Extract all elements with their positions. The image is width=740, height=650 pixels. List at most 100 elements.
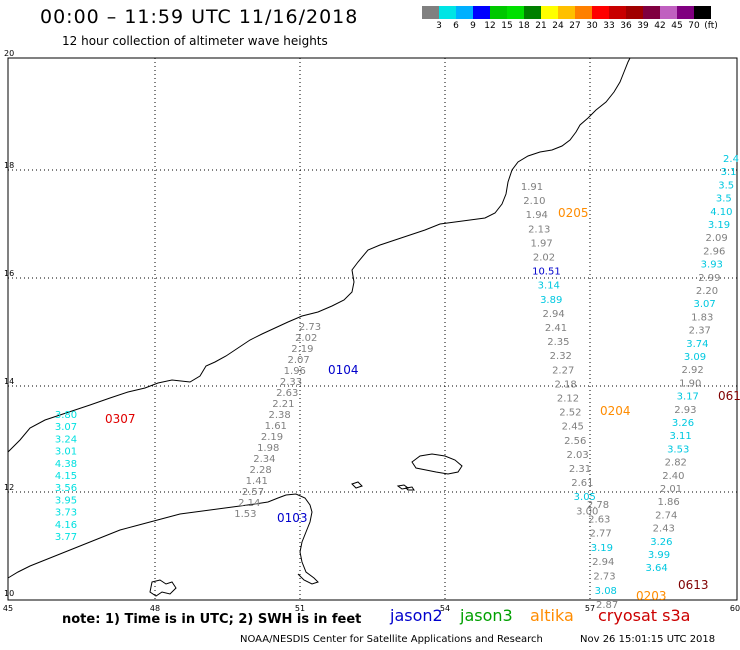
altimeter-tracks: 3.803.073.243.014.384.153.563.953.734.16…: [55, 154, 740, 611]
wave-height-value: 2.63: [276, 388, 298, 399]
pass-time-label: 061: [718, 389, 740, 403]
wave-height-value: 1.98: [257, 443, 279, 454]
wave-height-value: 2.19: [261, 432, 283, 443]
wave-height-value: 2.10: [523, 196, 545, 207]
wave-height-value: 2.87: [596, 600, 618, 611]
legend-label: 12: [484, 21, 496, 31]
legend-swatch: [422, 6, 439, 19]
pass-time-label: 0204: [600, 404, 631, 418]
timestamp-text: Nov 26 15:01:15 UTC 2018: [580, 634, 716, 645]
wave-height-value: 2.02: [533, 253, 555, 264]
wave-height-value: 2.78: [587, 500, 609, 511]
legend-label: 6: [453, 21, 459, 31]
wave-height-value: 10.51: [532, 267, 561, 278]
wave-height-value: 2.56: [564, 436, 586, 447]
map-frame: [7, 57, 738, 601]
legend-swatch: [473, 6, 490, 19]
wave-height-value: 2.77: [589, 529, 611, 540]
wave-height-value: 2.43: [653, 524, 675, 535]
wave-height-value: 1.41: [246, 476, 268, 487]
legend-swatch: [524, 6, 541, 19]
satellite-cryosat-label: cryosat s3a: [598, 606, 691, 625]
wave-height-value: 3.77: [55, 532, 77, 543]
wave-height-value: 2.40: [662, 471, 684, 482]
wave-height-value: 4.38: [55, 459, 77, 470]
wave-height-value: 1.96: [284, 366, 306, 377]
wave-height-value: 2.03: [566, 450, 588, 461]
pass-time-label: 0203: [636, 589, 667, 603]
latitude-tick-label: 18: [4, 161, 14, 170]
wave-height-value: 3.64: [645, 563, 667, 574]
wave-height-value: 2.34: [253, 454, 275, 465]
wave-height-value: 3.89: [540, 295, 562, 306]
legend-label: 42: [654, 21, 666, 31]
wave-height-value: 2.99: [698, 273, 720, 284]
wave-height-value: 3.09: [684, 352, 706, 363]
longitude-tick-label: 51: [295, 604, 305, 613]
legend-swatch: [609, 6, 626, 19]
wave-height-value: 3.19: [591, 543, 613, 554]
legend-swatch: [507, 6, 524, 19]
wave-height-value: 2.4: [723, 154, 739, 165]
map-title: 00:00 – 11:59 UTC 11/16/2018: [40, 6, 359, 28]
wave-height-value: 2.63: [588, 514, 610, 525]
legend-label: 3: [436, 21, 442, 31]
wave-height-value: 2.13: [528, 224, 550, 235]
wave-height-value: 2.61: [571, 478, 593, 489]
legend-label: 24: [552, 21, 564, 31]
legend-swatch: [643, 6, 660, 19]
wave-height-value: 2.32: [550, 351, 572, 362]
longitude-tick-label: 60: [730, 604, 740, 613]
wave-height-value: 3.26: [672, 418, 694, 429]
wave-height-value: 2.41: [545, 323, 567, 334]
wave-height-value: 2.73: [299, 322, 321, 333]
wave-height-value: 3.00: [576, 506, 598, 517]
wave-height-value: 3.56: [55, 483, 77, 494]
wave-height-value: 1.86: [657, 497, 679, 508]
wave-height-value: 3.74: [686, 339, 708, 350]
wave-height-value: 3.53: [667, 444, 689, 455]
wave-height-value: 2.09: [705, 233, 727, 244]
longitude-tick-label: 57: [585, 604, 595, 613]
legend-label: 33: [603, 21, 615, 31]
wave-height-value: 3.95: [55, 495, 77, 506]
wave-height-value: 2.19: [291, 344, 313, 355]
wave-height-value: 3.1: [721, 167, 737, 178]
wave-height-value: 2.93: [674, 405, 696, 416]
latitude-tick-label: 20: [4, 49, 14, 58]
wave-height-value: 2.14: [238, 498, 260, 509]
legend-swatch: [558, 6, 575, 19]
wave-height-value: 3.80: [55, 410, 77, 421]
wave-height-value: 2.94: [542, 309, 564, 320]
legend-label: 70: [688, 21, 700, 31]
wave-height-value: 1.97: [530, 238, 552, 249]
wave-height-value: 2.27: [552, 365, 574, 376]
legend-label: 15: [501, 21, 513, 31]
wave-height-value: 3.5: [718, 180, 734, 191]
credit-text: NOAA/NESDIS Center for Satellite Applica…: [240, 634, 543, 645]
wave-height-value: 3.05: [574, 492, 596, 503]
wave-height-value: 3.5: [716, 194, 732, 205]
wave-height-value: 3.26: [650, 537, 672, 548]
wave-height-value: 3.01: [55, 447, 77, 458]
satellite-jason2-label: jason2: [390, 606, 443, 625]
legend-swatch: [626, 6, 643, 19]
legend-swatch: [541, 6, 558, 19]
legend-swatch: [439, 6, 456, 19]
legend-swatch: [660, 6, 677, 19]
legend-label: 21: [535, 21, 547, 31]
map-subtitle: 12 hour collection of altimeter wave hei…: [62, 34, 328, 48]
wave-height-value: 2.92: [681, 365, 703, 376]
wave-height-value: 1.83: [691, 312, 713, 323]
longitude-tick-label: 54: [440, 604, 450, 613]
wave-height-value: 4.10: [710, 207, 732, 218]
latitude-tick-label: 12: [4, 483, 14, 492]
coastline: [7, 57, 631, 597]
wave-height-value: 3.07: [55, 422, 77, 433]
wave-height-value: 2.28: [249, 465, 271, 476]
wave-height-value: 2.73: [593, 572, 615, 583]
legend-label: 45: [671, 21, 683, 31]
satellite-altika-label: altika: [530, 606, 574, 625]
wave-height-value: 2.18: [554, 379, 576, 390]
color-legend-bar: [422, 6, 711, 19]
